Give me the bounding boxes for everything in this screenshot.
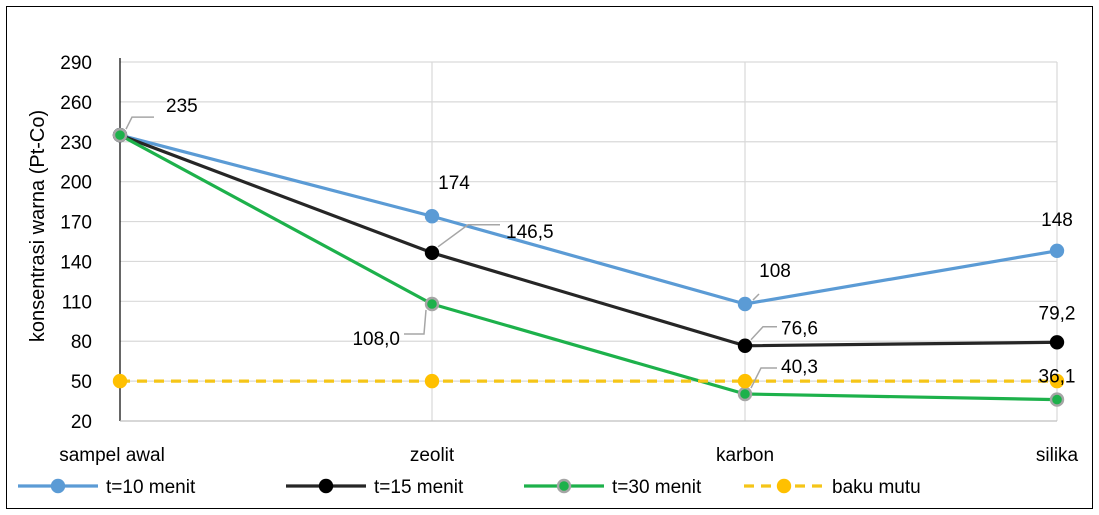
- legend: t=10 menit t=15 menit t=30 menit baku mutu: [18, 477, 921, 498]
- x-tick-label: karbon: [716, 445, 774, 466]
- x-tick-labels: sampel awal zeolit karbon silika: [59, 445, 1078, 466]
- data-point: [424, 373, 440, 389]
- data-point: [737, 296, 753, 312]
- y-tick-label: 50: [71, 372, 92, 393]
- data-point: [737, 386, 753, 402]
- legend-label: baku mutu: [832, 477, 921, 498]
- series-line: [119, 133, 1058, 348]
- grid: [120, 61, 1058, 421]
- y-axis-label: konsentrasi warna (Pt-Co): [27, 110, 49, 342]
- data-point: [424, 209, 440, 224]
- data-point: [112, 373, 128, 389]
- legend-label: t=10 menit: [106, 477, 196, 498]
- data-point: [424, 296, 440, 312]
- series-markers: [112, 127, 1065, 407]
- legend-swatch-marker: [318, 478, 334, 494]
- data-label: 76,6: [781, 319, 818, 340]
- data-point: [112, 127, 128, 143]
- data-label: 40,3: [781, 357, 818, 378]
- series-line: [119, 133, 1058, 306]
- leader-line: [404, 309, 427, 335]
- data-label: 79,2: [1039, 303, 1076, 324]
- chart-frame: [6, 6, 1093, 509]
- data-label: 174: [438, 173, 470, 194]
- series-lines: [119, 133, 1058, 402]
- y-tick-label: 140: [60, 252, 92, 273]
- data-label: 235: [166, 96, 198, 117]
- legend-swatch-marker: [776, 478, 792, 494]
- y-tick-label: 260: [60, 93, 92, 114]
- data-point: [424, 245, 440, 261]
- data-point: [1049, 392, 1065, 407]
- y-tick-labels: 290 260 230 200 170 140 110 80 50 20: [60, 53, 92, 433]
- series-line: [119, 133, 1058, 402]
- data-label: 146,5: [506, 222, 554, 243]
- leader-line: [125, 116, 154, 130]
- legend-swatch-marker: [50, 478, 66, 494]
- x-tick-label: sampel awal: [59, 445, 165, 466]
- leader-line: [437, 224, 500, 248]
- legend-swatch-marker: [556, 478, 572, 494]
- data-point: [1049, 335, 1065, 350]
- data-label: 36,1: [1039, 367, 1076, 388]
- legend-label: t=15 menit: [374, 477, 464, 498]
- axes: [119, 58, 1057, 422]
- label-leader-lines: [125, 116, 777, 389]
- y-tick-label: 20: [71, 412, 92, 433]
- y-tick-label: 170: [60, 213, 92, 234]
- x-tick-label: zeolit: [410, 445, 455, 466]
- data-label: 148: [1041, 210, 1073, 231]
- leader-line: [750, 367, 777, 389]
- y-tick-label: 80: [71, 332, 92, 353]
- y-tick-label: 110: [62, 292, 92, 313]
- data-label: 108,0: [352, 329, 400, 350]
- leader-line: [752, 293, 760, 301]
- y-tick-label: 200: [60, 173, 92, 194]
- data-label: 108: [759, 261, 791, 282]
- data-point: [737, 373, 753, 389]
- leader-line: [750, 325, 777, 341]
- data-point: [737, 338, 753, 353]
- x-tick-label: silika: [1036, 445, 1079, 466]
- legend-label: t=30 menit: [612, 477, 702, 498]
- data-labels: 235 174 108 148 146,5 76,6 79,2 108,0 40,3 36,1: [166, 96, 1075, 387]
- y-tick-label: 230: [60, 133, 92, 154]
- data-point: [1049, 243, 1065, 259]
- y-tick-label: 290: [60, 53, 92, 74]
- data-point: [1049, 373, 1065, 389]
